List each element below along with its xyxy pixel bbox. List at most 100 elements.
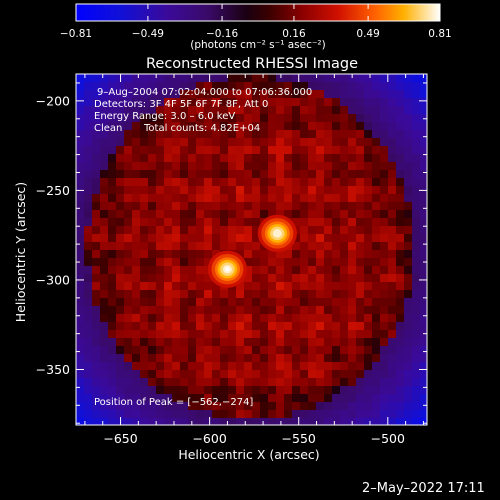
heatmap-cell	[388, 266, 397, 275]
heatmap-cell	[116, 298, 125, 307]
heatmap-cell	[180, 154, 189, 163]
heatmap-cell	[380, 258, 389, 267]
heatmap-cell	[372, 186, 381, 195]
heatmap-cell	[76, 330, 85, 339]
heatmap-cell	[348, 210, 357, 219]
heatmap-cell	[228, 354, 237, 363]
heatmap-cell	[100, 226, 109, 235]
heatmap-cell	[164, 162, 173, 171]
heatmap-cell	[260, 322, 269, 331]
heatmap-cell	[180, 290, 189, 299]
heatmap-cell	[404, 178, 413, 187]
heatmap-cell	[124, 298, 133, 307]
heatmap-cell	[324, 394, 333, 403]
heatmap-cell	[148, 282, 157, 291]
heatmap-cell	[380, 154, 389, 163]
heatmap-cell	[412, 338, 421, 347]
heatmap-cell	[84, 218, 93, 227]
heatmap-cell	[364, 266, 373, 275]
heatmap-cell	[92, 234, 101, 243]
heatmap-cell	[252, 146, 261, 155]
heatmap-cell	[92, 194, 101, 203]
heatmap-cell	[268, 194, 277, 203]
heatmap-cell	[380, 106, 389, 115]
heatmap-cell	[156, 258, 165, 267]
heatmap-cell	[164, 218, 173, 227]
heatmap-cell	[364, 138, 373, 147]
heatmap-cell	[412, 74, 421, 83]
heatmap-cell	[348, 74, 357, 83]
heatmap-cell	[316, 130, 325, 139]
heatmap-cell	[396, 114, 405, 123]
heatmap-cell	[148, 74, 157, 83]
heatmap-cell	[348, 362, 357, 371]
heatmap-cell	[204, 330, 213, 339]
heatmap-cell	[196, 114, 205, 123]
heatmap-cell	[348, 346, 357, 355]
heatmap-cell	[276, 306, 285, 315]
heatmap-cell	[140, 162, 149, 171]
heatmap-cell	[188, 226, 197, 235]
heatmap-cell	[108, 218, 117, 227]
heatmap-cell	[132, 290, 141, 299]
y-tick-label: −200	[36, 93, 70, 108]
heatmap-cell	[252, 378, 261, 387]
heatmap-cell	[284, 210, 293, 219]
heatmap-cell	[268, 106, 277, 115]
heatmap-cell	[100, 202, 109, 211]
heatmap-cell	[412, 306, 421, 315]
heatmap-cell	[132, 122, 141, 131]
heatmap-cell	[252, 346, 261, 355]
heatmap-cell	[388, 170, 397, 179]
heatmap-cell	[172, 210, 181, 219]
heatmap-cell	[244, 410, 253, 419]
heatmap-cell	[236, 138, 245, 147]
heatmap-cell	[300, 362, 309, 371]
heatmap-cell	[356, 290, 365, 299]
heatmap-cell	[84, 290, 93, 299]
heatmap-cell	[300, 378, 309, 387]
heatmap-cell	[116, 234, 125, 243]
heatmap-cell	[300, 290, 309, 299]
heatmap-cell	[236, 234, 245, 243]
heatmap-cell	[356, 386, 365, 395]
heatmap-cell	[244, 370, 253, 379]
heatmap-cell	[132, 298, 141, 307]
heatmap-cell	[252, 250, 261, 259]
heatmap-cell	[308, 186, 317, 195]
heatmap-cell	[84, 346, 93, 355]
heatmap-cell	[260, 266, 269, 275]
heatmap-cell	[356, 378, 365, 387]
heatmap-cell	[220, 346, 229, 355]
heatmap-cell	[164, 114, 173, 123]
heatmap-cell	[364, 322, 373, 331]
heatmap-cell	[156, 370, 165, 379]
heatmap-cell	[84, 314, 93, 323]
heatmap-cell	[196, 210, 205, 219]
heatmap-cell	[380, 186, 389, 195]
heatmap-cell	[260, 146, 269, 155]
heatmap-cell	[124, 82, 133, 91]
heatmap-cell	[84, 362, 93, 371]
heatmap-cell	[156, 154, 165, 163]
heatmap-cell	[236, 338, 245, 347]
heatmap-cell	[364, 82, 373, 91]
heatmap-cell	[188, 146, 197, 155]
heatmap-cell	[300, 282, 309, 291]
heatmap-cell	[252, 290, 261, 299]
heatmap-cell	[140, 194, 149, 203]
heatmap-cell	[252, 338, 261, 347]
heatmap-cell	[244, 194, 253, 203]
heatmap-cell	[172, 186, 181, 195]
heatmap-cell	[124, 410, 133, 419]
heatmap-cell	[212, 178, 221, 187]
heatmap-cell	[76, 338, 85, 347]
heatmap-cell	[212, 170, 221, 179]
heatmap-cell	[156, 218, 165, 227]
heatmap-cell	[92, 330, 101, 339]
heatmap-cell	[268, 386, 277, 395]
heatmap-cell	[188, 202, 197, 211]
heatmap-cell	[292, 306, 301, 315]
heatmap-cell	[164, 74, 173, 83]
heatmap-cell	[292, 298, 301, 307]
